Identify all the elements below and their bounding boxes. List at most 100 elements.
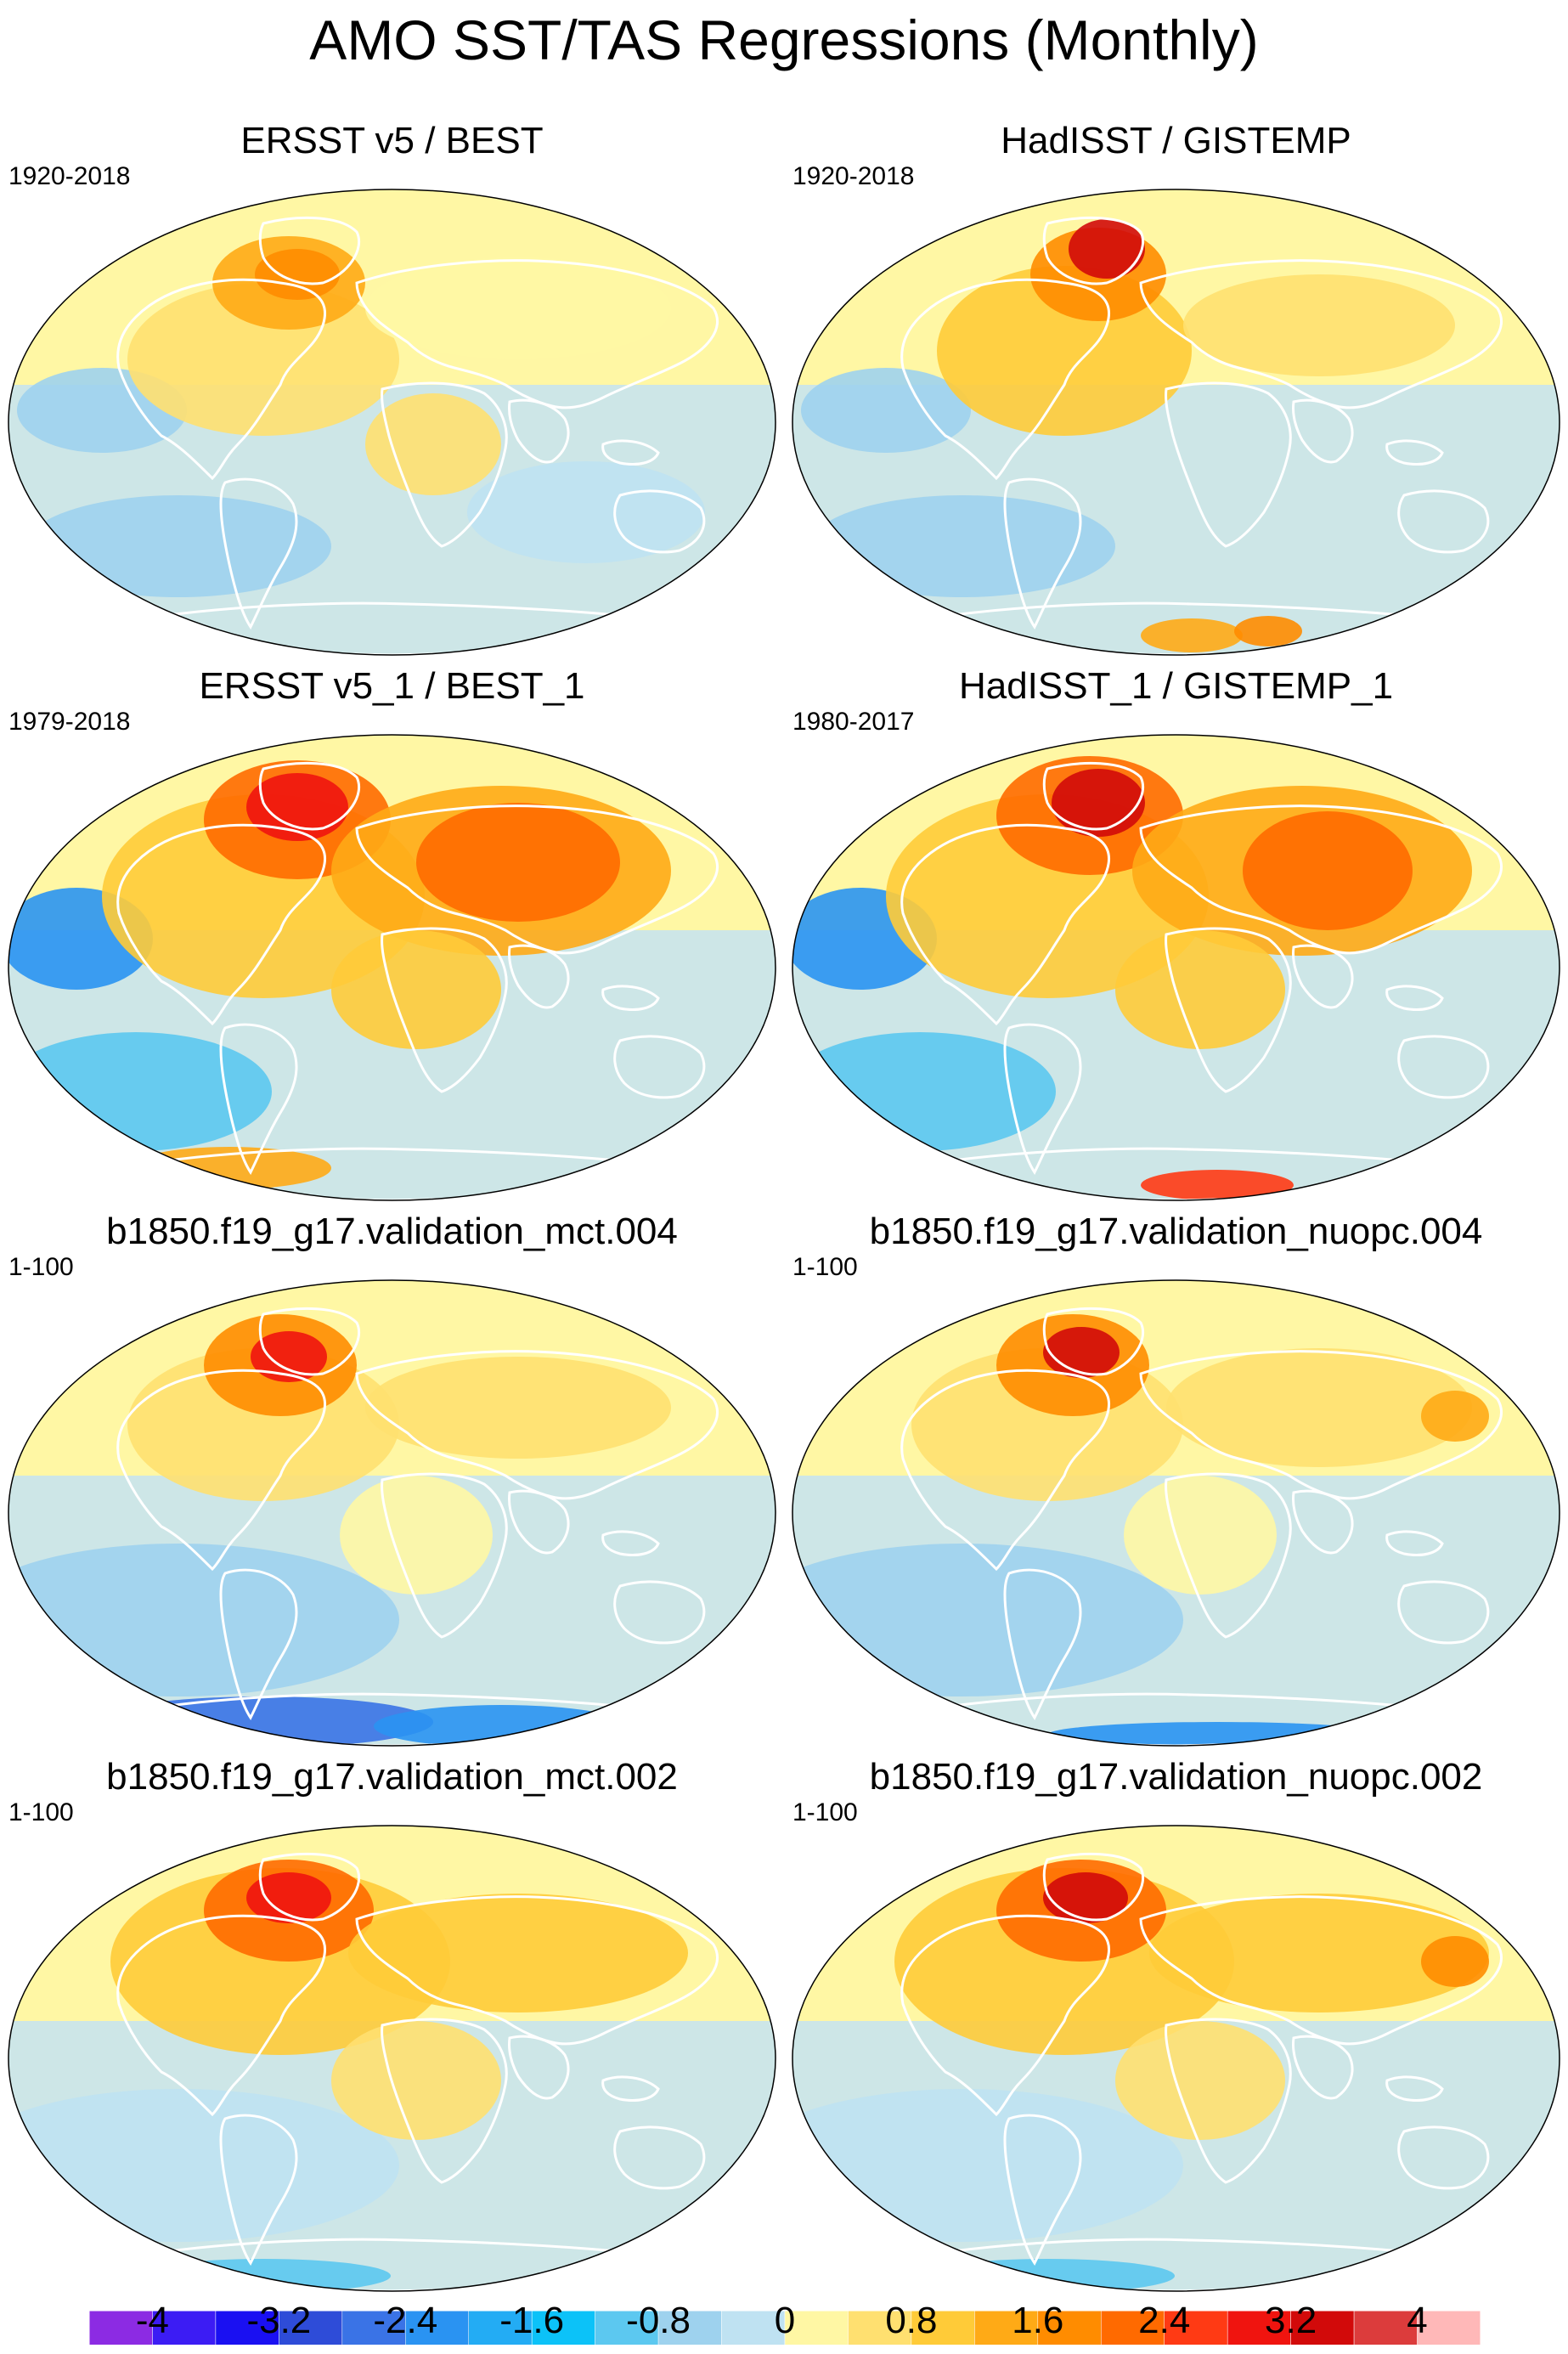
land-outline bbox=[508, 1489, 570, 1555]
map-border bbox=[792, 189, 1560, 656]
land-outline bbox=[1397, 1580, 1490, 1645]
anomaly-region bbox=[1115, 2021, 1285, 2140]
land-outline bbox=[381, 381, 508, 548]
land-outline bbox=[1165, 927, 1292, 1093]
robinson-map bbox=[8, 1279, 776, 1747]
panel-period: 1-100 bbox=[8, 1798, 74, 1826]
colorbar-tick-label: -0.8 bbox=[626, 2300, 691, 2341]
anomaly-region bbox=[365, 1357, 671, 1459]
land-outline bbox=[1292, 944, 1354, 1009]
land-outline bbox=[1003, 2114, 1082, 2266]
colorbar-box bbox=[974, 2310, 1039, 2345]
robinson-map bbox=[792, 734, 1560, 1201]
colorbar-tick-label: -4 bbox=[135, 2300, 170, 2341]
colorbar-tick-label: 3.2 bbox=[1265, 2300, 1317, 2341]
anomaly-region bbox=[1052, 769, 1145, 837]
anomaly-region bbox=[1421, 1936, 1489, 1987]
land-outline bbox=[508, 944, 570, 1009]
anomaly-region bbox=[365, 393, 501, 495]
map-panel: HadISST / GISTEMP 1920-2018 bbox=[784, 119, 1568, 663]
colorbar-boxes bbox=[88, 2310, 1481, 2345]
land-outline bbox=[1165, 2018, 1292, 2184]
map-panel: b1850.f19_g17.validation_nuopc.004 1-100 bbox=[784, 1210, 1568, 1753]
map-border bbox=[792, 1279, 1560, 1747]
colorbar-box bbox=[279, 2310, 343, 2345]
anomaly-region bbox=[1115, 930, 1285, 1049]
land-outline bbox=[116, 1914, 326, 2117]
anomaly-region bbox=[1141, 618, 1243, 652]
land-outline bbox=[601, 985, 660, 1011]
colorbar-tick-label: 1.6 bbox=[1012, 2300, 1064, 2341]
anomaly-region bbox=[25, 495, 331, 597]
land-outline bbox=[1292, 2035, 1354, 2100]
panel-period: 1920-2018 bbox=[8, 162, 131, 190]
anomaly-region bbox=[365, 257, 671, 359]
map-panel: b1850.f19_g17.validation_mct.004 1-100 bbox=[0, 1210, 784, 1753]
land-outline bbox=[1003, 1023, 1082, 1175]
land-outline bbox=[900, 1369, 1110, 1572]
colorbar-box bbox=[1227, 2310, 1291, 2345]
anomaly-region bbox=[251, 1331, 327, 1382]
colorbar-tick-label: 4 bbox=[1407, 2300, 1428, 2341]
anomaly-region bbox=[1243, 811, 1413, 930]
robinson-map bbox=[792, 1279, 1560, 1747]
land-outline bbox=[258, 1853, 361, 1922]
anomaly-region bbox=[340, 1476, 493, 1595]
robinson-map bbox=[8, 1825, 776, 2292]
panel-title: b1850.f19_g17.validation_nuopc.002 bbox=[869, 1756, 1483, 1798]
figure-title: AMO SST/TAS Regressions (Monthly) bbox=[309, 8, 1259, 71]
land-outline bbox=[1003, 1568, 1082, 1720]
land-outline bbox=[116, 823, 326, 1026]
panel-title: b1850.f19_g17.validation_nuopc.004 bbox=[869, 1211, 1483, 1252]
land-outline bbox=[219, 477, 298, 629]
land-outline bbox=[900, 823, 1110, 1026]
land-outline bbox=[508, 398, 570, 464]
anomaly-region bbox=[920, 2259, 1175, 2291]
map-panel: b1850.f19_g17.validation_nuopc.002 1-100 bbox=[784, 1755, 1568, 2299]
anomaly-region bbox=[1421, 1391, 1489, 1442]
colorbar-tick-label: 2.4 bbox=[1138, 2300, 1191, 2341]
robinson-map bbox=[792, 1825, 1560, 2292]
land-outline bbox=[219, 1568, 298, 1720]
map-border bbox=[792, 734, 1560, 1201]
land-outline bbox=[355, 804, 719, 955]
land-outline bbox=[258, 762, 361, 831]
anomaly-region bbox=[416, 803, 620, 922]
land-outline bbox=[1397, 489, 1490, 554]
map-border bbox=[8, 189, 776, 656]
anomaly-region bbox=[255, 249, 340, 300]
land-outline bbox=[381, 2018, 508, 2184]
anomaly-region bbox=[1043, 1327, 1120, 1378]
anomaly-region bbox=[1183, 274, 1455, 376]
land-outline bbox=[258, 217, 361, 285]
land-outline bbox=[1139, 1350, 1503, 1500]
land-outline bbox=[355, 1895, 719, 2046]
land-outline bbox=[613, 1035, 706, 1099]
anomaly-region bbox=[331, 930, 501, 1049]
map-border bbox=[8, 1825, 776, 2292]
map-border bbox=[792, 1825, 1560, 2292]
panel-title: HadISST_1 / GISTEMP_1 bbox=[958, 665, 1394, 707]
land-outline bbox=[613, 2125, 706, 2190]
land-outline bbox=[900, 1914, 1110, 2117]
colorbar-tick-label: 0.8 bbox=[885, 2300, 938, 2341]
panel-title: b1850.f19_g17.validation_mct.004 bbox=[106, 1211, 678, 1252]
colorbar-tick-label: -3.2 bbox=[246, 2300, 312, 2341]
panel-period: 1979-2018 bbox=[8, 708, 131, 736]
anomaly-region bbox=[1149, 1894, 1489, 2012]
land-outline bbox=[1385, 439, 1444, 466]
colorbar-box bbox=[468, 2310, 533, 2345]
colorbar-box bbox=[1353, 2310, 1418, 2345]
anomaly-region bbox=[1124, 1476, 1277, 1595]
colorbar bbox=[0, 2294, 1568, 2354]
map-panel: b1850.f19_g17.validation_mct.002 1-100 bbox=[0, 1755, 784, 2299]
colorbar-outline bbox=[88, 2310, 1481, 2345]
colorbar-tick-label: -1.6 bbox=[499, 2300, 565, 2341]
colorbar-box bbox=[1417, 2310, 1481, 2345]
map-panel: ERSST v5_1 / BEST_1 1979-2018 bbox=[0, 664, 784, 1208]
robinson-map bbox=[8, 189, 776, 656]
anomaly-region bbox=[348, 1894, 688, 2012]
anomaly-region bbox=[467, 461, 705, 563]
land-outline bbox=[1397, 2125, 1490, 2190]
colorbar-box bbox=[848, 2310, 912, 2345]
